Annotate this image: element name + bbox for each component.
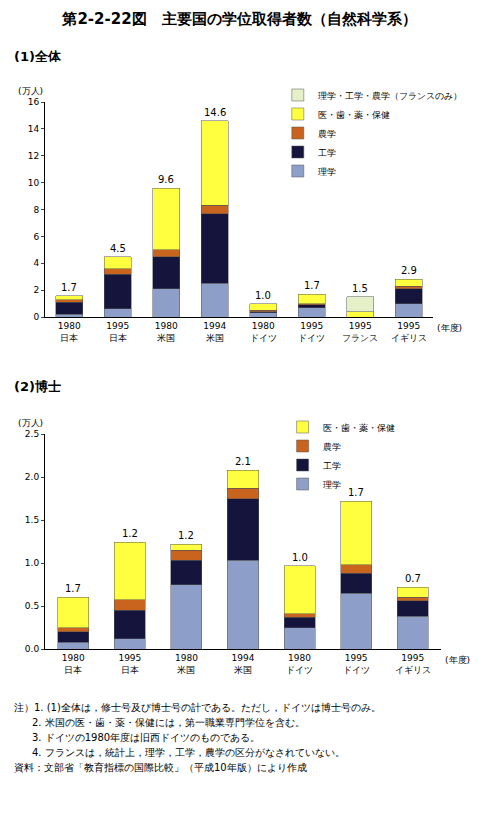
svg-text:(万人): (万人): [18, 418, 43, 428]
svg-text:1.7: 1.7: [304, 280, 320, 291]
svg-text:1.5: 1.5: [352, 283, 368, 294]
svg-text:(万人): (万人): [18, 86, 43, 96]
svg-text:0.5: 0.5: [25, 601, 39, 611]
svg-text:12: 12: [28, 151, 39, 161]
svg-text:工学: 工学: [318, 148, 336, 158]
svg-text:1995イギリス: 1995イギリス: [391, 321, 427, 343]
svg-text:1995フランス: 1995フランス: [342, 321, 378, 343]
svg-text:1980米国: 1980米国: [175, 653, 198, 675]
svg-text:(年度): (年度): [445, 655, 470, 665]
svg-text:2.5: 2.5: [25, 429, 39, 439]
svg-text:1980日本: 1980日本: [58, 321, 81, 343]
svg-text:1980米国: 1980米国: [155, 321, 178, 343]
svg-text:14.6: 14.6: [204, 107, 226, 118]
html-text:2. 米国の医・歯・薬・保健には，第一職業専門学位を含む。: 2. 米国の医・歯・薬・保健には，第一職業専門学位を含む。: [32, 717, 305, 728]
svg-text:1.7: 1.7: [348, 487, 364, 498]
html-text:3. ドイツの1980年度は旧西ドイツのものである。: 3. ドイツの1980年度は旧西ドイツのものである。: [32, 732, 261, 743]
svg-text:理学: 理学: [318, 167, 336, 177]
svg-text:1995日本: 1995日本: [118, 653, 141, 675]
svg-text:14: 14: [28, 124, 40, 134]
svg-text:1995ドイツ: 1995ドイツ: [298, 321, 325, 343]
svg-text:1.2: 1.2: [122, 528, 138, 539]
svg-text:2: 2: [33, 285, 39, 295]
svg-text:4.5: 4.5: [110, 243, 126, 254]
svg-text:2.0: 2.0: [25, 472, 40, 482]
svg-text:8: 8: [33, 205, 39, 215]
svg-text:2.1: 2.1: [235, 456, 251, 467]
svg-text:1.0: 1.0: [255, 290, 271, 301]
svg-text:1980ドイツ: 1980ドイツ: [286, 653, 313, 675]
svg-text:1980日本: 1980日本: [62, 653, 85, 675]
html-text:資料：文部省「教育指標の国際比較」（平成10年版）により作成: 資料：文部省「教育指標の国際比較」（平成10年版）により作成: [14, 762, 307, 773]
html-text:(2)博士: (2)博士: [14, 379, 61, 394]
svg-text:1994米国: 1994米国: [203, 321, 226, 343]
svg-text:理学: 理学: [323, 480, 341, 490]
svg-text:4: 4: [33, 258, 39, 268]
svg-text:2.9: 2.9: [401, 265, 417, 276]
svg-text:農学: 農学: [323, 442, 341, 452]
svg-text:(年度): (年度): [437, 323, 462, 333]
html-text:第2-2-22図 主要国の学位取得者数（自然科学系）: 第2-2-22図 主要国の学位取得者数（自然科学系）: [62, 10, 417, 28]
svg-text:16: 16: [28, 97, 40, 107]
svg-text:1.0: 1.0: [292, 552, 308, 563]
svg-text:0: 0: [33, 312, 39, 322]
svg-text:1.0: 1.0: [25, 558, 40, 568]
svg-text:工学: 工学: [323, 461, 341, 471]
svg-text:医・歯・薬・保健: 医・歯・薬・保健: [323, 423, 395, 433]
html-text:(1)全体: (1)全体: [14, 49, 61, 64]
svg-text:1994米国: 1994米国: [232, 653, 255, 675]
svg-text:理学・工学・農学（フランスのみ）: 理学・工学・農学（フランスのみ）: [318, 91, 462, 101]
html-text:注）1. (1)全体は，修士号及び博士号の計である。ただし，: 注）1. (1)全体は，修士号及び博士号の計である。ただし，ドイツは博士号のみ。: [14, 702, 381, 713]
svg-text:1995イギリス: 1995イギリス: [395, 653, 431, 675]
svg-text:1980ドイツ: 1980ドイツ: [250, 321, 277, 343]
html-text:4. フランスは，統計上，理学，工学，農学の区分がなされてい: 4. フランスは，統計上，理学，工学，農学の区分がなされていない。: [32, 747, 345, 758]
svg-text:1995ドイツ: 1995ドイツ: [343, 653, 370, 675]
svg-text:9.6: 9.6: [158, 174, 174, 185]
svg-text:0.7: 0.7: [405, 573, 421, 584]
svg-text:1.7: 1.7: [61, 282, 77, 293]
svg-text:1995日本: 1995日本: [106, 321, 129, 343]
svg-text:10: 10: [28, 178, 40, 188]
svg-text:0.0: 0.0: [25, 644, 40, 654]
svg-text:医・歯・薬・保健: 医・歯・薬・保健: [318, 110, 390, 120]
svg-text:6: 6: [33, 232, 39, 242]
svg-text:1.2: 1.2: [178, 530, 194, 541]
svg-text:農学: 農学: [318, 129, 336, 139]
svg-text:1.5: 1.5: [25, 515, 39, 525]
svg-text:1.7: 1.7: [65, 583, 81, 594]
